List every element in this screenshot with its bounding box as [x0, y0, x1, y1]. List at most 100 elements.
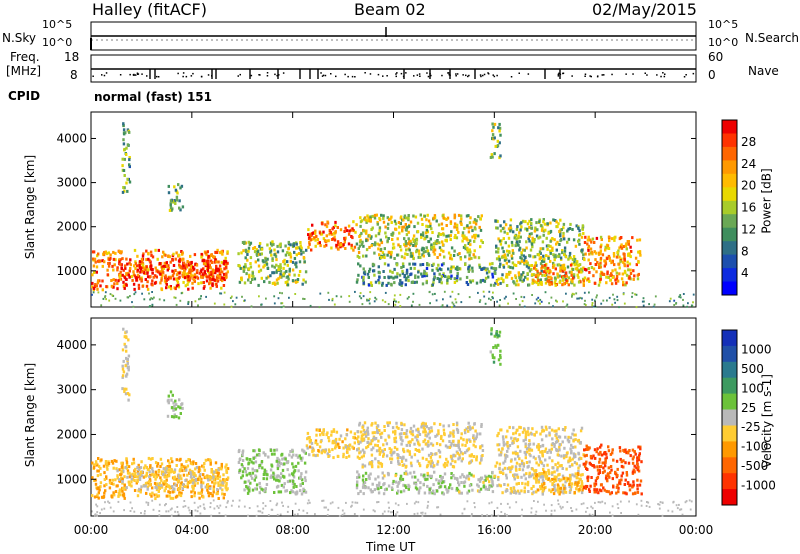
- range-gate-cell: [559, 239, 562, 243]
- range-gate-cell: [490, 477, 493, 481]
- range-gate-cell: [496, 226, 499, 230]
- range-gate-cell: [568, 251, 572, 255]
- range-gate-cell: [283, 482, 286, 486]
- range-gate-cell: [561, 467, 564, 470]
- range-gate-cell: [178, 469, 181, 473]
- ground-scatter-cell: [616, 295, 619, 298]
- range-gate-cell: [491, 122, 494, 126]
- range-gate-cell: [270, 452, 274, 456]
- ground-scatter-cell: [591, 304, 594, 307]
- range-gate-cell: [578, 229, 581, 233]
- range-gate-cell: [243, 467, 246, 471]
- range-gate-cell: [286, 480, 290, 484]
- range-gate-cell: [449, 234, 452, 238]
- range-gate-cell: [266, 243, 269, 247]
- range-gate-cell: [299, 484, 302, 488]
- range-gate-cell: [579, 441, 582, 444]
- range-gate-cell: [171, 485, 174, 488]
- range-gate-cell: [273, 477, 276, 481]
- range-gate-cell: [339, 228, 343, 232]
- ground-scatter-cell: [692, 293, 695, 296]
- range-gate-cell: [577, 227, 580, 230]
- range-gate-cell: [561, 264, 564, 268]
- range-gate-cell: [404, 283, 407, 287]
- range-gate-cell: [467, 267, 470, 271]
- range-gate-cell: [400, 284, 403, 287]
- range-gate-cell: [458, 453, 461, 457]
- range-gate-cell: [180, 482, 183, 486]
- range-gate-cell: [288, 473, 291, 477]
- range-gate-cell: [576, 483, 579, 487]
- range-gate-cell: [545, 434, 548, 438]
- range-gate-cell: [465, 214, 469, 218]
- range-gate-cell: [141, 263, 145, 267]
- range-gate-cell: [269, 250, 272, 254]
- range-gate-cell: [312, 453, 315, 457]
- ground-scatter-cell: [265, 297, 267, 300]
- ground-scatter-cell: [523, 305, 526, 308]
- range-gate-cell: [440, 281, 443, 285]
- ground-scatter-cell: [333, 303, 336, 306]
- range-gate-cell: [557, 427, 560, 431]
- range-gate-cell: [446, 460, 449, 464]
- ground-scatter-cell: [641, 300, 644, 303]
- range-gate-cell: [149, 466, 152, 469]
- range-gate-cell: [550, 447, 553, 451]
- range-gate-cell: [365, 248, 369, 252]
- range-gate-cell: [300, 246, 303, 250]
- range-gate-cell: [528, 439, 531, 443]
- range-gate-cell: [423, 237, 426, 241]
- range-gate-cell: [505, 476, 508, 480]
- range-gate-cell: [590, 250, 593, 254]
- range-gate-cell: [360, 243, 364, 247]
- range-gate-cell: [556, 263, 559, 267]
- range-gate-cell: [562, 222, 566, 226]
- range-gate-cell: [576, 481, 580, 485]
- range-gate-cell: [122, 487, 125, 490]
- range-gate-cell: [631, 457, 635, 461]
- range-gate-cell: [176, 271, 180, 275]
- range-gate-cell: [519, 228, 522, 232]
- range-gate-cell: [512, 230, 515, 234]
- range-gate-cell: [96, 254, 99, 258]
- range-gate-cell: [183, 264, 187, 268]
- range-gate-cell: [291, 462, 294, 466]
- range-gate-cell: [124, 331, 127, 335]
- range-gate-cell: [344, 226, 347, 230]
- range-gate-cell: [211, 493, 214, 497]
- range-gate-cell: [623, 264, 626, 268]
- range-gate-cell: [597, 263, 600, 266]
- range-gate-cell: [225, 463, 228, 467]
- range-gate-cell: [405, 233, 409, 237]
- range-gate-cell: [343, 230, 346, 233]
- range-gate-cell: [563, 428, 566, 432]
- range-gate-cell: [363, 464, 367, 468]
- range-gate-cell: [377, 265, 380, 269]
- range-gate-cell: [414, 276, 417, 279]
- range-gate-cell: [393, 219, 397, 223]
- range-gate-cell: [275, 475, 278, 479]
- nave-dot: [129, 73, 131, 76]
- range-gate-cell: [215, 277, 219, 281]
- range-gate-cell: [603, 469, 606, 473]
- range-gate-cell: [138, 476, 142, 480]
- range-gate-cell: [122, 169, 126, 172]
- range-gate-cell: [452, 443, 456, 447]
- range-gate-cell: [114, 278, 117, 282]
- range-gate-cell: [557, 254, 560, 258]
- range-gate-cell: [595, 270, 598, 274]
- range-gate-cell: [149, 483, 152, 486]
- range-gate-cell: [531, 427, 534, 431]
- range-gate-cell: [91, 494, 94, 498]
- range-gate-cell: [437, 432, 440, 436]
- range-gate-cell: [468, 454, 471, 458]
- range-gate-cell: [396, 491, 399, 495]
- range-gate-cell: [122, 327, 125, 331]
- range-gate-cell: [454, 267, 458, 271]
- range-gate-cell: [497, 126, 500, 130]
- range-gate-cell: [426, 263, 429, 267]
- range-gate-cell: [551, 482, 554, 486]
- range-gate-cell: [209, 487, 212, 490]
- range-gate-cell: [512, 451, 515, 455]
- range-gate-cell: [92, 250, 96, 254]
